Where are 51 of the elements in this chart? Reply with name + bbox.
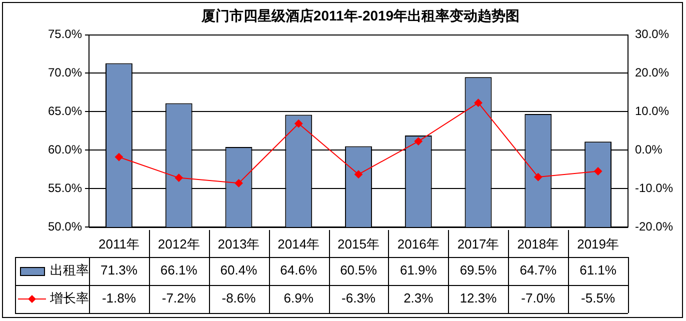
x-tick-label: 2019年 [577, 236, 619, 252]
legend-label: 增长率 [49, 290, 89, 306]
data-label: -8.6% [222, 290, 256, 306]
x-tick-label: 2015年 [338, 236, 380, 252]
y2-tick-label: 30.0% [634, 27, 670, 42]
point [294, 120, 303, 128]
y-tick-label: 65.0% [48, 104, 82, 118]
x-tick-label: 2018年 [517, 236, 560, 252]
y2-tick-label: -10.0% [634, 180, 674, 195]
x-tick-label: 2011年 [98, 236, 140, 252]
data-label: -7.0% [521, 290, 556, 306]
y-tick-label: 60.0% [48, 142, 82, 156]
data-label: 69.5% [460, 262, 498, 278]
point [114, 153, 123, 162]
data-label: -6.3% [342, 290, 376, 306]
point [474, 98, 482, 107]
y2-tick-label: -20.0% [634, 219, 674, 234]
data-label: 12.3% [460, 290, 498, 306]
data-label: 71.3% [100, 262, 138, 278]
data-label: -5.5% [581, 290, 616, 306]
data-label: 61.9% [400, 262, 438, 278]
x-tick-label: 2012年 [158, 236, 200, 252]
y2-tick-label: 20.0% [634, 66, 670, 80]
y2-tick-label: 0.0% [634, 142, 663, 156]
point [354, 170, 362, 178]
data-label: -1.8% [102, 290, 136, 306]
legend-label: 出租率 [50, 262, 89, 278]
y2-tick-label: 10.0% [634, 104, 670, 118]
point [534, 173, 542, 182]
x-tick-label: 2013年 [218, 236, 260, 252]
data-label: 6.9% [284, 290, 314, 306]
data-label: 64.6% [280, 262, 318, 278]
data-label: 66.1% [160, 262, 198, 278]
y-tick-label: 50.0% [48, 219, 82, 234]
x-tick-label: 2016年 [397, 236, 440, 252]
x-tick-label: 2017年 [457, 236, 500, 252]
chart-title: 厦门市四星级酒店2011年-2019年出租率变动趋势图 [200, 7, 520, 24]
data-label: 61.1% [580, 262, 617, 278]
y-tick-label: 55.0% [48, 180, 82, 195]
y-tick-label: 70.0% [48, 66, 82, 80]
data-label: -7.2% [162, 290, 196, 306]
point [414, 137, 422, 146]
x-tick-label: 2014年 [278, 236, 320, 252]
data-label: 60.5% [340, 262, 378, 278]
point [594, 167, 602, 176]
data-label: 64.7% [520, 262, 558, 278]
data-label: 2.3% [404, 290, 434, 306]
y-tick-label: 75.0% [48, 27, 82, 42]
point [234, 179, 243, 188]
point [174, 174, 183, 182]
data-label: 60.4% [220, 262, 258, 278]
